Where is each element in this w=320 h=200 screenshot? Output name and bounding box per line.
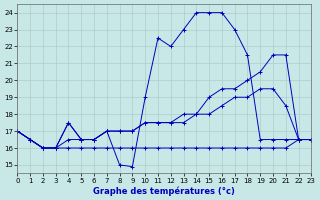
X-axis label: Graphe des températures (°c): Graphe des températures (°c) — [93, 186, 235, 196]
